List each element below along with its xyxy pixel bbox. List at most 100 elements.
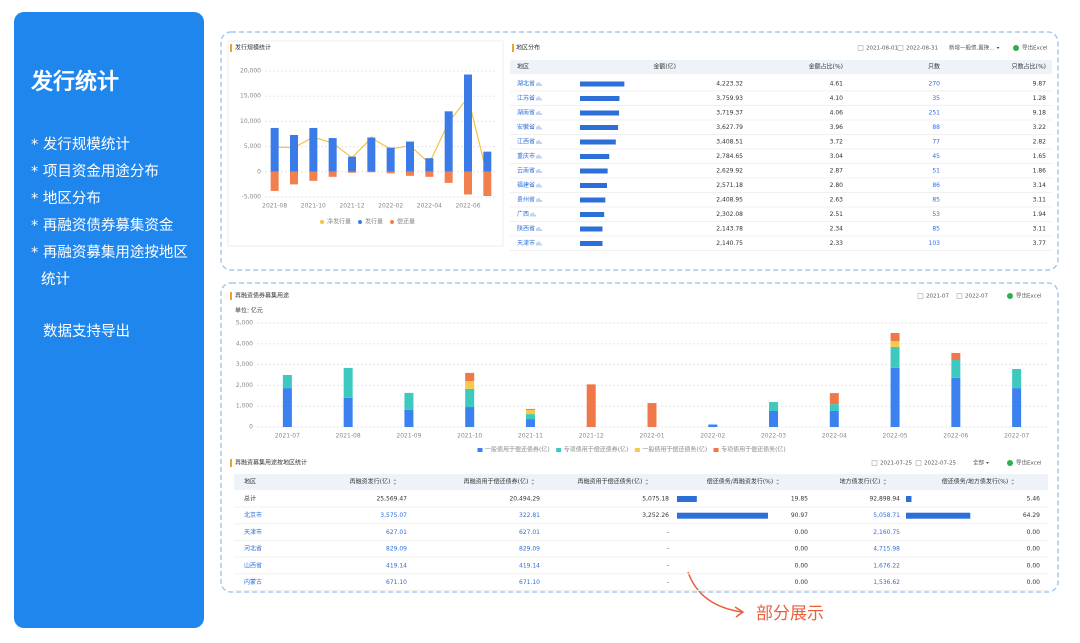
- x-tick-label: 2022-02: [700, 433, 725, 440]
- cell: 627.01: [386, 529, 407, 536]
- cell: 3.77: [1033, 240, 1047, 247]
- sidebar-item[interactable]: * 再融资债券募集资金: [31, 218, 174, 234]
- cell: 3.11: [1033, 226, 1047, 233]
- export-button[interactable]: 导出Excel: [1016, 292, 1042, 300]
- region-link[interactable]: 陕西省: [517, 225, 535, 233]
- y-tick-label: 0: [249, 424, 253, 431]
- date-input[interactable]: 2021-08-01: [866, 46, 898, 52]
- region-link[interactable]: 贵州省: [517, 196, 535, 204]
- export-button[interactable]: 导出Excel: [1016, 459, 1042, 467]
- arrow-head: [734, 606, 745, 618]
- annotation: 部分展示: [756, 604, 824, 624]
- chart-icon: [536, 96, 542, 101]
- region-link[interactable]: 天津市: [517, 239, 535, 247]
- date-input[interactable]: 2021-07: [926, 294, 949, 300]
- excel-icon: [1007, 460, 1013, 466]
- ratio-bar: [906, 512, 971, 519]
- bar-segment: [829, 393, 839, 405]
- bar-segment: [951, 360, 961, 378]
- top-panel: [220, 31, 1059, 271]
- sidebar-item[interactable]: * 地区分布: [31, 191, 101, 207]
- bar-segment: [829, 404, 839, 411]
- region-link[interactable]: 湖北省: [517, 80, 535, 88]
- cell: 3,759.93: [716, 95, 743, 102]
- export-button[interactable]: 导出Excel: [1022, 44, 1048, 52]
- amount-bar: [580, 96, 620, 101]
- cell: 4.06: [830, 110, 844, 117]
- region-cell[interactable]: 北京市: [244, 511, 262, 519]
- bar: [464, 74, 472, 172]
- amount-bar: [580, 125, 619, 130]
- bar-segment: [769, 402, 779, 411]
- chart-title: 发行规模统计: [235, 44, 271, 52]
- date-input[interactable]: 2022-08-31: [906, 46, 938, 52]
- amount-bar: [580, 110, 620, 116]
- region-link[interactable]: 福建省: [517, 181, 535, 189]
- chart-icon: [536, 183, 542, 188]
- region-cell[interactable]: 天津市: [244, 528, 262, 536]
- y-tick-label: 15,000: [240, 93, 261, 100]
- chart-subtitle: 单位: 亿元: [235, 307, 263, 315]
- cell: -: [667, 579, 669, 586]
- calendar-icon: [915, 460, 922, 466]
- region-link[interactable]: 江苏省: [517, 94, 535, 102]
- cell: 2.82: [1033, 139, 1047, 146]
- amount-bar: [580, 212, 605, 217]
- bar: [290, 171, 298, 185]
- x-tick-label: 2021-08: [336, 433, 361, 440]
- region-cell[interactable]: 河北省: [244, 545, 262, 553]
- region-cell[interactable]: 山西省: [244, 561, 262, 569]
- region-link[interactable]: 重庆市: [517, 152, 535, 160]
- sidebar-item[interactable]: * 项目资金用途分布: [31, 164, 159, 180]
- bar-segment: [951, 352, 961, 361]
- amount-bar: [580, 168, 608, 174]
- table-header-bg: [234, 474, 1048, 490]
- bar-segment: [890, 341, 900, 347]
- filter-select[interactable]: 全部: [973, 459, 985, 467]
- bar-segment: [525, 409, 535, 415]
- cell: 3.22: [1033, 124, 1047, 131]
- region-cell[interactable]: 内蒙古: [244, 578, 262, 586]
- legend-swatch: [713, 448, 719, 452]
- x-tick-label: 2022-04: [417, 203, 442, 210]
- sidebar-item[interactable]: * 再融资募集用途按地区统计: [31, 245, 188, 288]
- sort-icon: [531, 479, 535, 485]
- region-link[interactable]: 云南省: [517, 167, 535, 175]
- bar: [444, 111, 453, 172]
- date-input[interactable]: 2021-07-25: [880, 461, 912, 467]
- calendar-icon: [897, 45, 904, 51]
- x-tick-label: 2021-11: [518, 433, 543, 440]
- legend-label: 一般债用于偿还债务(亿): [642, 446, 707, 454]
- region-cell: 总计: [244, 495, 256, 503]
- ratio-bar: [677, 512, 768, 519]
- filter-select[interactable]: 新增一般债,置换...: [949, 44, 995, 52]
- legend-label: 专项债用于偿还债券(亿): [564, 446, 629, 454]
- x-tick-label: 2021-12: [579, 433, 604, 440]
- cell: 9.87: [1033, 81, 1047, 88]
- bar: [483, 171, 492, 196]
- amount-bar: [580, 226, 603, 232]
- cell: 3.04: [830, 153, 844, 160]
- excel-icon: [1013, 45, 1019, 51]
- bar-segment: [343, 367, 353, 398]
- bar-segment: [769, 410, 779, 427]
- region-link[interactable]: 广西: [517, 210, 529, 218]
- bar: [406, 171, 414, 176]
- bar: [386, 147, 395, 172]
- bar-segment: [1012, 368, 1022, 389]
- sidebar-item[interactable]: * 发行规模统计: [31, 137, 130, 153]
- cell: 1.65: [1033, 153, 1047, 160]
- date-input[interactable]: 2022-07-25: [924, 461, 956, 467]
- date-input[interactable]: 2022-07: [965, 294, 988, 300]
- region-link[interactable]: 江西省: [517, 138, 535, 146]
- region-link[interactable]: 安徽省: [517, 123, 535, 131]
- cell: 45: [932, 153, 940, 160]
- legend-swatch: [358, 220, 363, 224]
- dropdown-arrow: [986, 462, 990, 464]
- bar-segment: [647, 403, 657, 427]
- sort-icon: [645, 479, 649, 485]
- cell: 0.00: [795, 562, 809, 569]
- table-title: 地区分布: [516, 44, 540, 52]
- table-title: 再融资募集用途按地区统计: [235, 459, 307, 467]
- region-link[interactable]: 湖南省: [517, 109, 535, 117]
